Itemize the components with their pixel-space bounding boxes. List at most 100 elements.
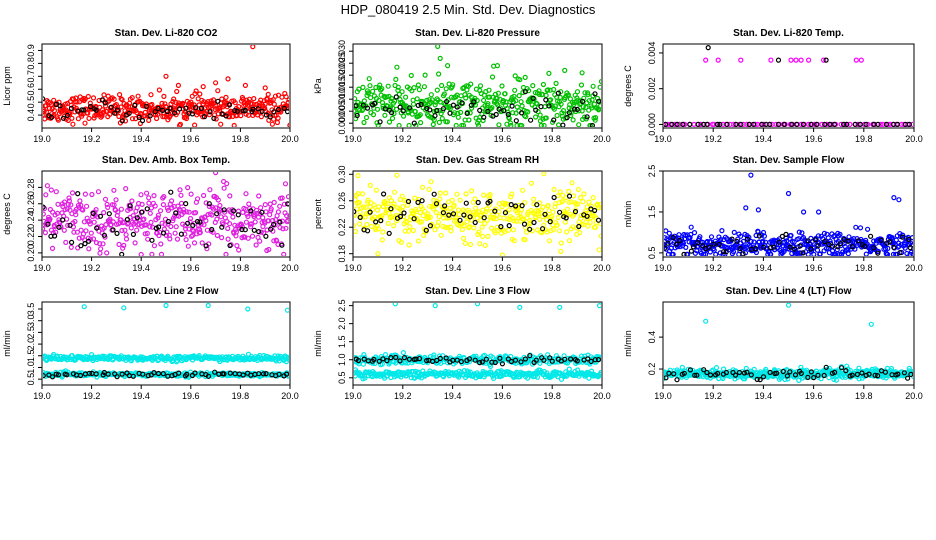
rh-point-dense xyxy=(563,229,570,235)
boxtemp-x-tick-label: 19.0 xyxy=(33,263,51,273)
line2-outlier-point xyxy=(284,307,289,313)
pressure-outlier-point xyxy=(435,45,441,49)
co2-outlier-point xyxy=(200,83,206,90)
boxtemp-point-dense xyxy=(83,203,90,209)
pressure-point-sparse xyxy=(407,105,413,111)
boxtemp-point-dense xyxy=(139,201,145,207)
boxtemp-x-tick-label: 20.0 xyxy=(281,263,299,273)
rh-point-dense xyxy=(557,189,563,195)
rh-point-dense xyxy=(556,228,563,234)
pressure-point-sparse xyxy=(411,120,417,126)
rh-point-dense xyxy=(473,205,479,211)
sampleflow-point-dense xyxy=(691,230,698,236)
pressure-point-dense xyxy=(432,102,438,108)
line4-point-sparse xyxy=(736,369,743,376)
boxtemp-point-dense xyxy=(257,238,263,244)
co2-y-tick-label: 0.6 xyxy=(26,83,36,96)
rh-point-sparse xyxy=(463,200,469,206)
boxtemp-point-dense xyxy=(223,251,229,256)
boxtemp-point-dense xyxy=(148,219,154,225)
co2-point-sparse xyxy=(215,98,221,104)
line4-point-sparse xyxy=(767,369,773,375)
boxtemp-x-tick-label: 19.8 xyxy=(232,263,250,273)
sampleflow-title: Stan. Dev. Sample Flow xyxy=(733,155,845,166)
line2-point-sparse xyxy=(205,373,212,379)
rh-point-sparse xyxy=(512,203,519,209)
sampleflow-point-sparse xyxy=(815,243,821,249)
co2-point-dense xyxy=(85,93,91,100)
temp-outlier-point xyxy=(805,57,812,63)
pressure-point-sparse xyxy=(432,113,438,119)
co2-plot-frame xyxy=(41,43,291,129)
pressure-point-sparse xyxy=(389,110,395,116)
pressure-point-dense xyxy=(517,122,523,127)
pressure-point-dense xyxy=(499,83,505,89)
temp-outlier-point xyxy=(820,57,827,63)
co2-point-dense xyxy=(269,121,275,127)
boxtemp-point-dense xyxy=(69,190,76,196)
line4-point-sparse xyxy=(904,375,911,381)
pressure-point-dense xyxy=(543,115,549,121)
line4-point-sparse xyxy=(754,376,760,382)
rh-point-dense xyxy=(391,201,397,207)
co2-outlier-point xyxy=(225,76,231,82)
co2-point-dense xyxy=(262,101,268,107)
boxtemp-point-dense xyxy=(284,213,289,219)
boxtemp-point-dense xyxy=(134,227,140,233)
temp-point-sparse xyxy=(808,121,814,127)
rh-point-dense xyxy=(427,214,433,220)
co2-point-dense xyxy=(101,109,107,115)
rh-x-tick-label: 19.2 xyxy=(394,263,412,273)
boxtemp-panel: Stan. Dev. Amb. Box Temp.degrees C19.0 19… xyxy=(2,155,299,273)
line3-point-sparse xyxy=(483,356,489,362)
temp-point-sparse xyxy=(704,121,710,127)
boxtemp-point-sparse xyxy=(206,201,212,207)
line2-point-sparse xyxy=(151,370,157,376)
co2-point-sparse xyxy=(75,108,81,114)
temp-point-sparse xyxy=(800,121,806,127)
co2-point-dense xyxy=(170,98,176,105)
co2-point-dense xyxy=(75,116,82,122)
boxtemp-point-dense xyxy=(155,215,161,221)
rh-point-dense xyxy=(385,201,391,207)
boxtemp-point-dense xyxy=(147,210,153,216)
boxtemp-point-dense xyxy=(193,210,199,216)
temp-point-dense xyxy=(855,121,861,127)
boxtemp-point-dense xyxy=(245,213,251,220)
figure-title: HDP_080419 2.5 Min. Std. Dev. Diagnostic… xyxy=(341,2,596,17)
line3-point-lower xyxy=(420,368,426,374)
line4-point-sparse xyxy=(815,372,821,378)
boxtemp-point-dense xyxy=(43,192,49,198)
boxtemp-point-sparse xyxy=(43,204,46,210)
sampleflow-point-dense xyxy=(760,238,766,244)
co2-point-sparse xyxy=(259,108,265,115)
temp-point-sparse xyxy=(714,121,720,127)
pressure-point-sparse xyxy=(464,110,470,117)
boxtemp-point-dense xyxy=(279,218,285,224)
boxtemp-point-dense xyxy=(94,214,101,220)
rh-point-sparse xyxy=(386,230,392,236)
rh-point-sparse xyxy=(531,219,537,226)
temp-point-sparse xyxy=(895,121,901,127)
rh-point-dense xyxy=(454,191,460,197)
pressure-point-dense xyxy=(577,98,584,104)
sampleflow-outlier-point xyxy=(785,190,792,197)
pressure-point-sparse xyxy=(454,104,460,110)
temp-point-dense xyxy=(806,121,812,127)
sampleflow-point-dense xyxy=(805,251,811,256)
boxtemp-point-dense xyxy=(73,212,79,218)
boxtemp-point-sparse xyxy=(68,239,75,245)
boxtemp-point-dense xyxy=(222,209,228,215)
sampleflow-point-sparse xyxy=(845,238,851,244)
pressure-point-dense xyxy=(551,106,558,112)
boxtemp-point-dense xyxy=(168,223,174,230)
rh-point-dense xyxy=(394,172,400,178)
boxtemp-point-dense xyxy=(248,224,254,230)
rh-point-dense xyxy=(455,207,461,213)
co2-point-dense xyxy=(135,93,141,99)
line4-outlier-point xyxy=(703,318,709,324)
boxtemp-point-sparse xyxy=(173,210,179,216)
rh-point-sparse xyxy=(405,198,412,205)
pressure-point-sparse xyxy=(518,110,525,116)
rh-point-dense xyxy=(578,215,584,222)
